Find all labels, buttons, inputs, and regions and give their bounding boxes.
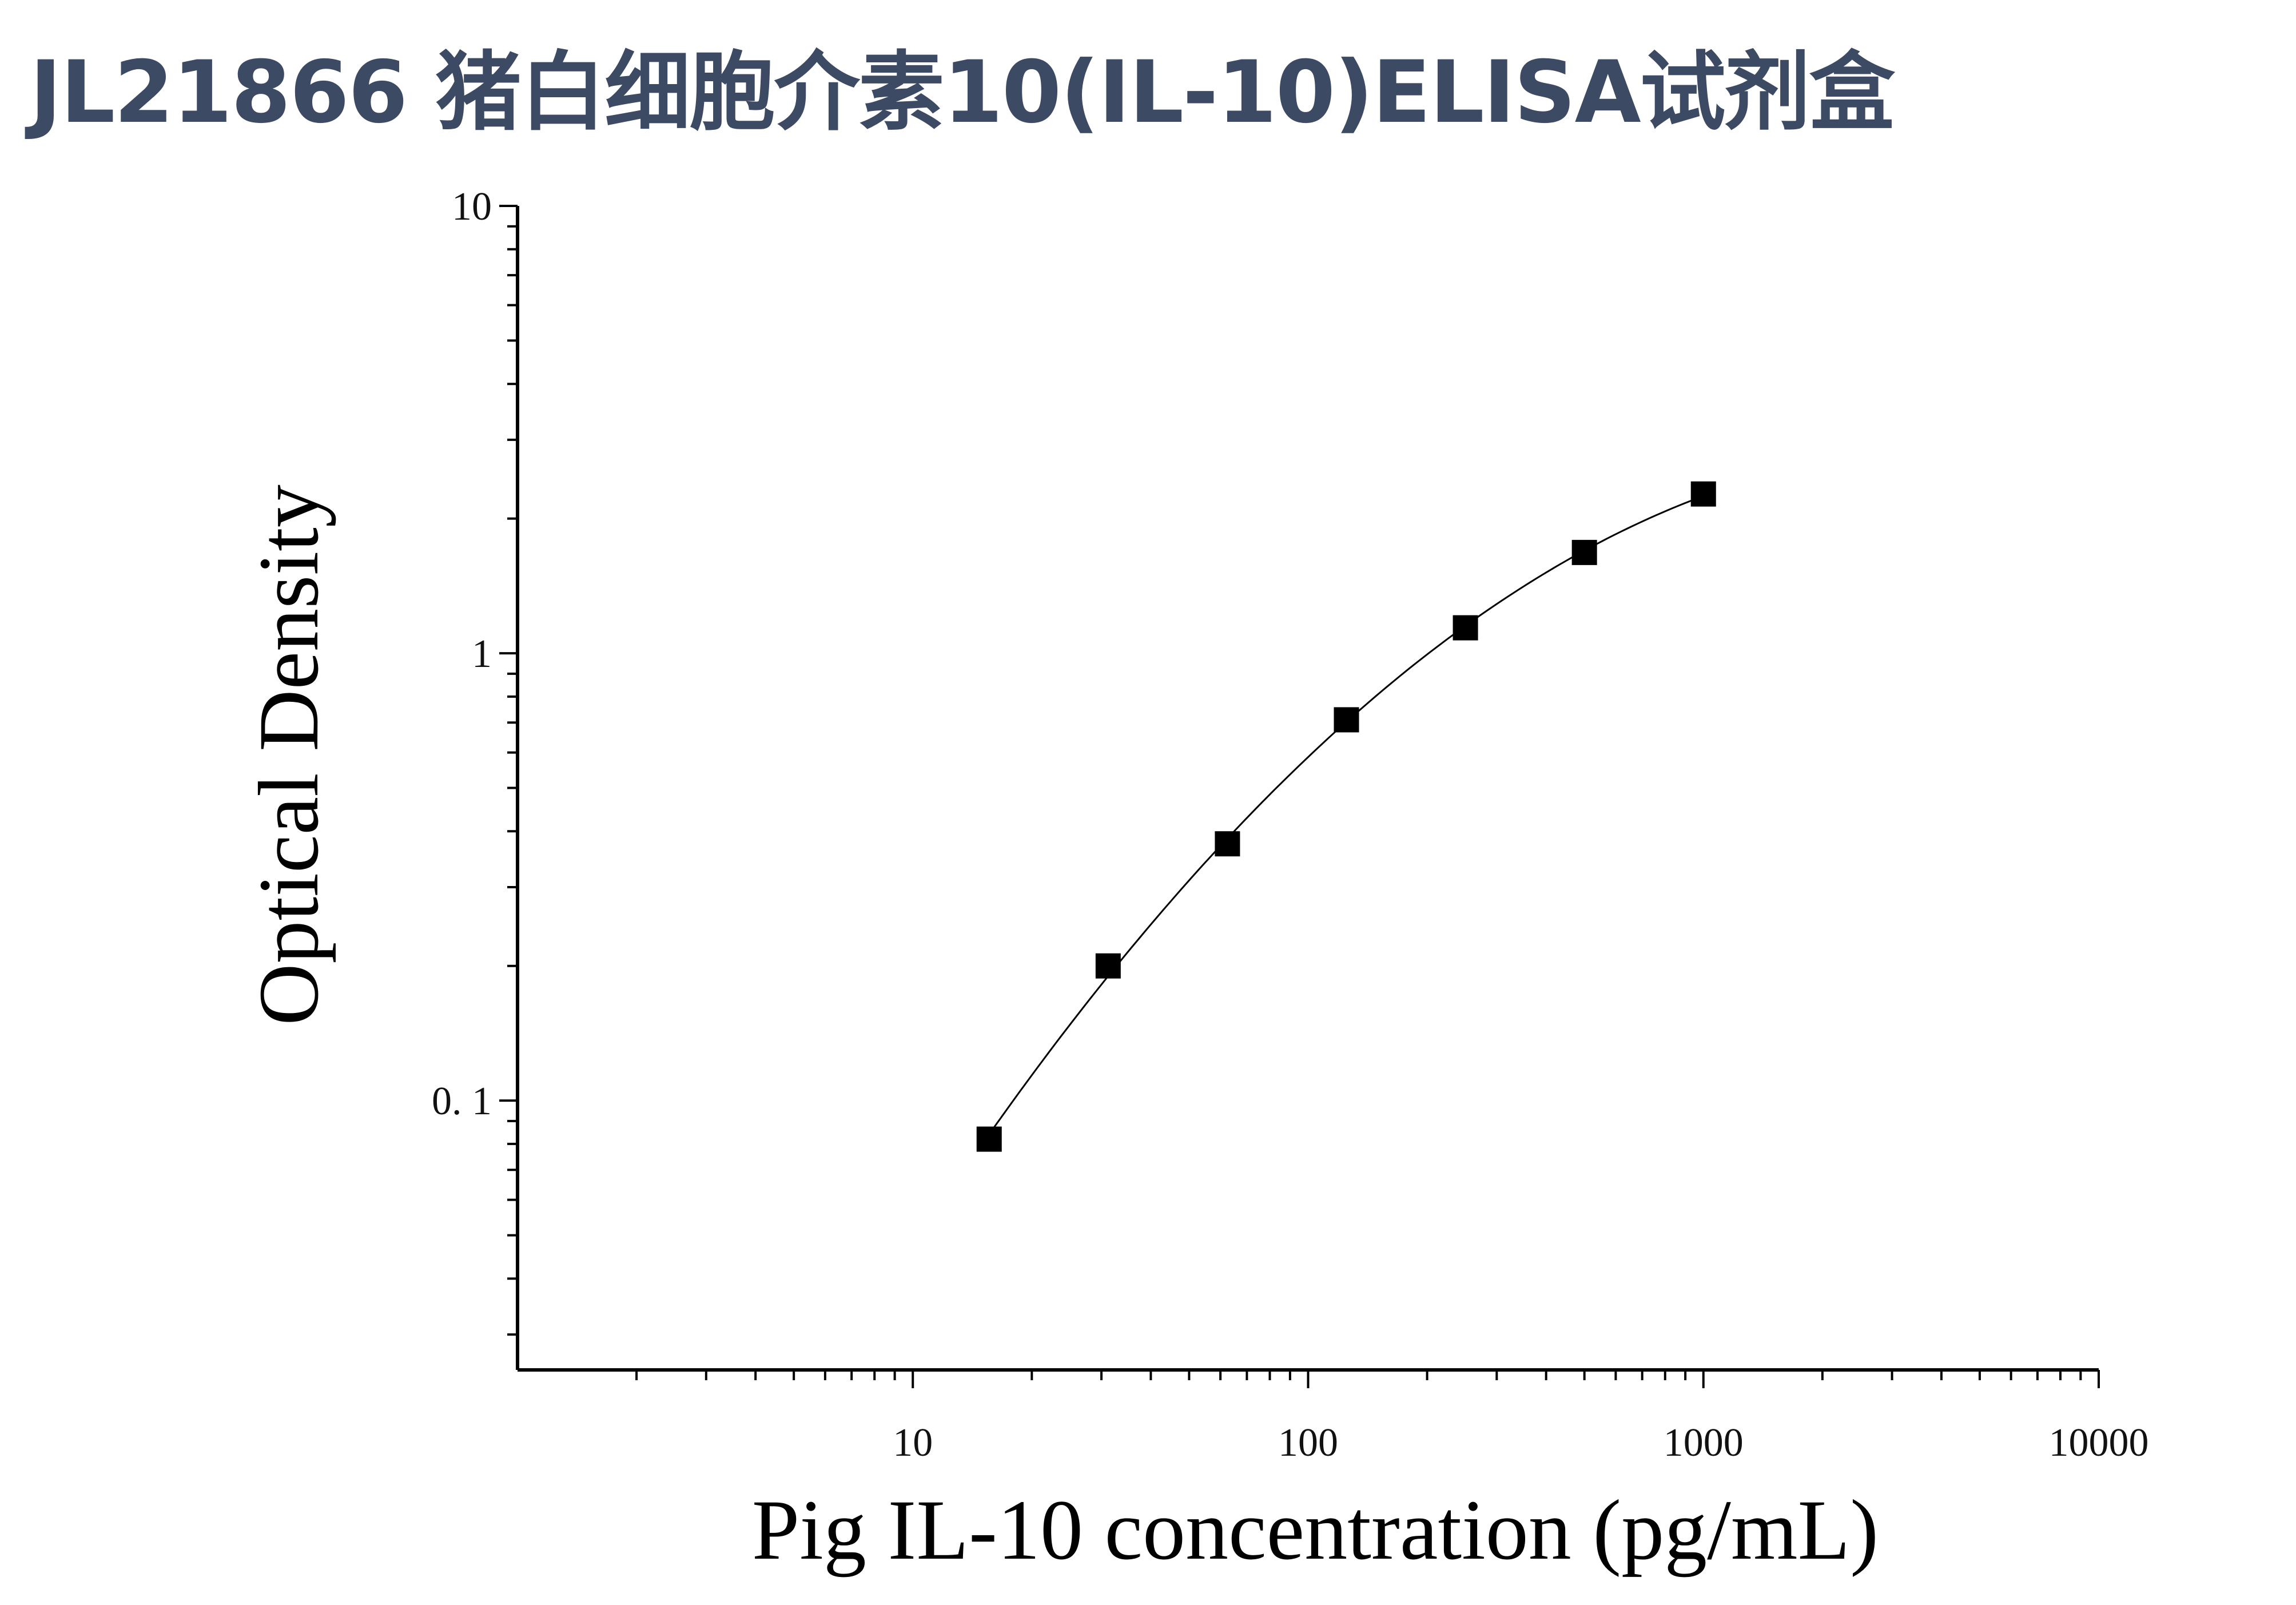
axes	[516, 206, 2099, 1372]
x-tick-label: 10	[893, 1421, 933, 1465]
data-point	[1334, 707, 1359, 733]
data-point	[1095, 953, 1121, 979]
fit-curve	[988, 495, 1704, 1135]
x-axis-label: Pig IL-10 concentration (pg/mL)	[752, 1483, 1879, 1578]
data-point	[1453, 615, 1478, 641]
y-axis-ticks: 0. 1 1 10	[432, 185, 518, 1336]
page-title: JL21866 猪白细胞介素10(IL-10)ELISA试剂盒	[30, 43, 1895, 142]
x-tick-label: 10000	[2049, 1421, 2149, 1465]
y-axis-label: Optical Density	[241, 484, 336, 1026]
y-tick-label: 0. 1	[432, 1079, 492, 1123]
x-axis-ticks: 10 100 1000 10000	[635, 1370, 2149, 1465]
y-tick-label: 10	[452, 185, 492, 229]
y-tick-label: 1	[472, 632, 492, 676]
x-tick-label: 100	[1278, 1421, 1338, 1465]
data-point	[1215, 831, 1240, 857]
data-point	[976, 1126, 1002, 1152]
data-point	[1690, 481, 1716, 507]
data-point	[1571, 539, 1597, 565]
x-tick-label: 1000	[1664, 1421, 1744, 1465]
data-points	[976, 481, 1716, 1152]
